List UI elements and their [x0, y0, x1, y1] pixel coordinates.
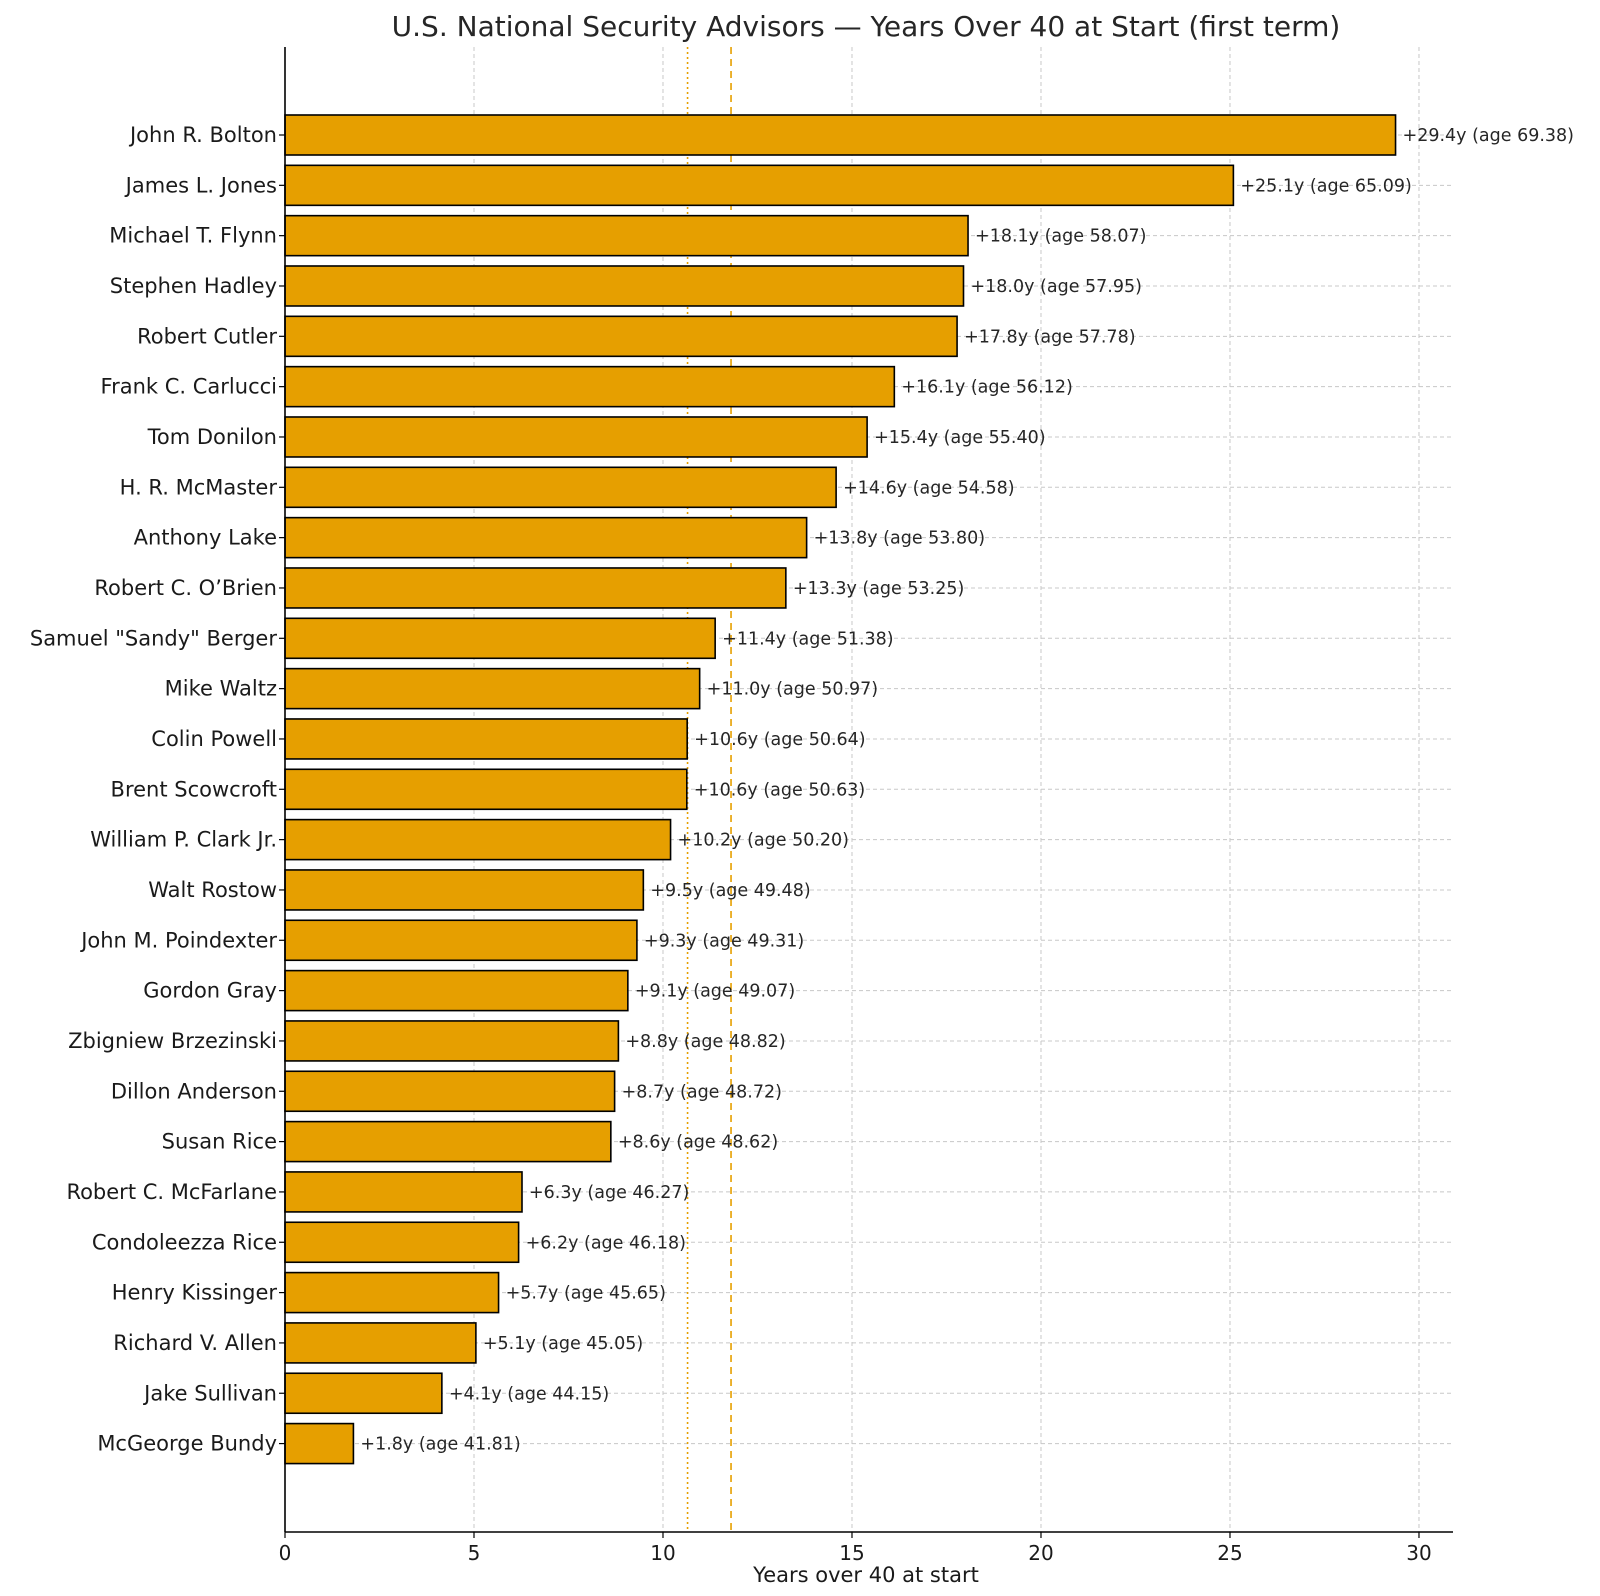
reference-lines: [686, 47, 732, 1532]
data-label: +29.4y (age 69.38): [1403, 126, 1574, 146]
y-tick-label: Frank C. Carlucci: [101, 375, 277, 399]
x-tick-label: 15: [839, 1541, 864, 1565]
data-label: +15.4y (age 55.40): [874, 428, 1045, 448]
y-tick-label: Samuel "Sandy" Berger: [30, 626, 277, 650]
x-tick-label: 30: [1406, 1541, 1431, 1565]
data-label: +14.6y (age 54.58): [843, 478, 1014, 498]
bar: [284, 114, 1397, 156]
bar: [284, 718, 688, 760]
y-tick-label: Tom Donilon: [147, 425, 277, 449]
data-label: +8.6y (age 48.62): [618, 1133, 778, 1153]
y-tick-label: Anthony Lake: [134, 526, 277, 550]
bar: [284, 869, 645, 911]
bar: [284, 1120, 612, 1163]
y-tick-label: Condoleezza Rice: [92, 1230, 277, 1254]
bar: [284, 1070, 616, 1113]
bar: [284, 667, 701, 710]
data-label: +16.1y (age 56.12): [901, 378, 1072, 398]
data-label: +6.2y (age 46.18): [526, 1233, 686, 1253]
y-tick-label: Susan Rice: [162, 1130, 277, 1154]
y-tick-label: Zbigniew Brzezinski: [68, 1029, 277, 1053]
bar: [284, 1322, 477, 1364]
bar: [284, 1372, 443, 1415]
y-tick-label: Stephen Hadley: [110, 274, 277, 298]
bar: [284, 969, 629, 1012]
bar: [284, 818, 672, 861]
y-tick-label: Walt Rostow: [148, 878, 277, 902]
data-label: +9.3y (age 49.31): [644, 931, 804, 951]
data-label: +9.5y (age 49.48): [650, 881, 810, 901]
y-tick-label: McGeorge Bundy: [97, 1432, 277, 1456]
x-axis-ticks: 0 5 10 15 20 25 30: [279, 1532, 1432, 1565]
data-label: +17.8y (age 57.78): [964, 327, 1135, 347]
y-tick-label: Colin Powell: [151, 727, 277, 751]
bar: [284, 365, 896, 408]
gridlines: [285, 47, 1453, 1532]
y-tick-label: James L. Jones: [124, 173, 277, 197]
y-tick-label: Henry Kissinger: [112, 1281, 278, 1305]
data-label: +18.0y (age 57.95): [970, 277, 1141, 297]
y-tick-label: H. R. McMaster: [120, 475, 278, 499]
data-label: +18.1y (age 58.07): [975, 227, 1146, 247]
y-tick-label: Robert C. O’Brien: [94, 576, 277, 600]
x-axis-label: Years over 40 at start: [752, 1563, 979, 1587]
chart-title: U.S. National Security Advisors — Years …: [392, 10, 1341, 43]
data-label: +10.6y (age 50.64): [694, 730, 865, 750]
data-label: +11.4y (age 51.38): [722, 629, 893, 649]
y-tick-label: Richard V. Allen: [113, 1331, 277, 1355]
bar: [284, 164, 1235, 207]
axes: [279, 47, 1453, 1533]
bar: [284, 416, 868, 458]
y-tick-label: Robert Cutler: [137, 324, 277, 348]
y-tick-label: Robert C. McFarlane: [66, 1180, 277, 1204]
bar: [284, 315, 958, 358]
y-tick-label: Mike Waltz: [165, 677, 277, 701]
y-tick-label: Jake Sullivan: [142, 1381, 277, 1405]
data-label: +6.3y (age 46.27): [529, 1183, 689, 1203]
data-label: +25.1y (age 65.09): [1240, 176, 1411, 196]
data-label: +11.0y (age 50.97): [707, 680, 878, 700]
bar: [284, 516, 808, 559]
bar: [284, 265, 965, 307]
data-label: +9.1y (age 49.07): [635, 982, 795, 1002]
bar: [284, 1271, 500, 1314]
y-tick-label: Michael T. Flynn: [109, 224, 277, 248]
data-label: +5.1y (age 45.05): [483, 1334, 643, 1354]
data-label: +1.8y (age 41.81): [360, 1435, 520, 1455]
y-tick-label: William P. Clark Jr.: [90, 828, 277, 852]
bar: [284, 1020, 620, 1062]
x-tick-label: 0: [279, 1541, 292, 1565]
data-label: +10.2y (age 50.20): [678, 831, 849, 851]
bar: [284, 768, 688, 811]
bar: [284, 214, 969, 257]
x-tick-label: 20: [1028, 1541, 1053, 1565]
data-labels: +29.4y (age 69.38) +25.1y (age 65.09) +18.…: [360, 126, 1574, 1455]
bar: [284, 567, 787, 609]
y-tick-label: John M. Poindexter: [79, 928, 277, 952]
y-tick-label: Gordon Gray: [143, 979, 277, 1003]
x-tick-label: 25: [1217, 1541, 1242, 1565]
data-label: +10.6y (age 50.63): [694, 780, 865, 800]
y-tick-label: John R. Bolton: [128, 123, 277, 147]
data-label: +8.8y (age 48.82): [625, 1032, 785, 1052]
data-label: +8.7y (age 48.72): [622, 1082, 782, 1102]
bar: [284, 1422, 355, 1465]
bar: [284, 617, 716, 660]
x-tick-label: 5: [468, 1541, 481, 1565]
bars: [284, 114, 1397, 1465]
data-label: +5.7y (age 45.65): [506, 1284, 666, 1304]
data-label: +13.8y (age 53.80): [814, 529, 985, 549]
y-axis-labels: John R. Bolton James L. Jones Michael T. F…: [30, 123, 278, 1456]
x-tick-label: 10: [650, 1541, 675, 1565]
data-label: +13.3y (age 53.25): [793, 579, 964, 599]
bar: [284, 466, 837, 509]
bar: [284, 1171, 523, 1213]
bar: [284, 919, 638, 962]
data-label: +4.1y (age 44.15): [449, 1384, 609, 1404]
y-tick-label: Brent Scowcroft: [111, 777, 277, 801]
y-tick-label: Dillon Anderson: [111, 1079, 277, 1103]
bar: [284, 1221, 520, 1264]
